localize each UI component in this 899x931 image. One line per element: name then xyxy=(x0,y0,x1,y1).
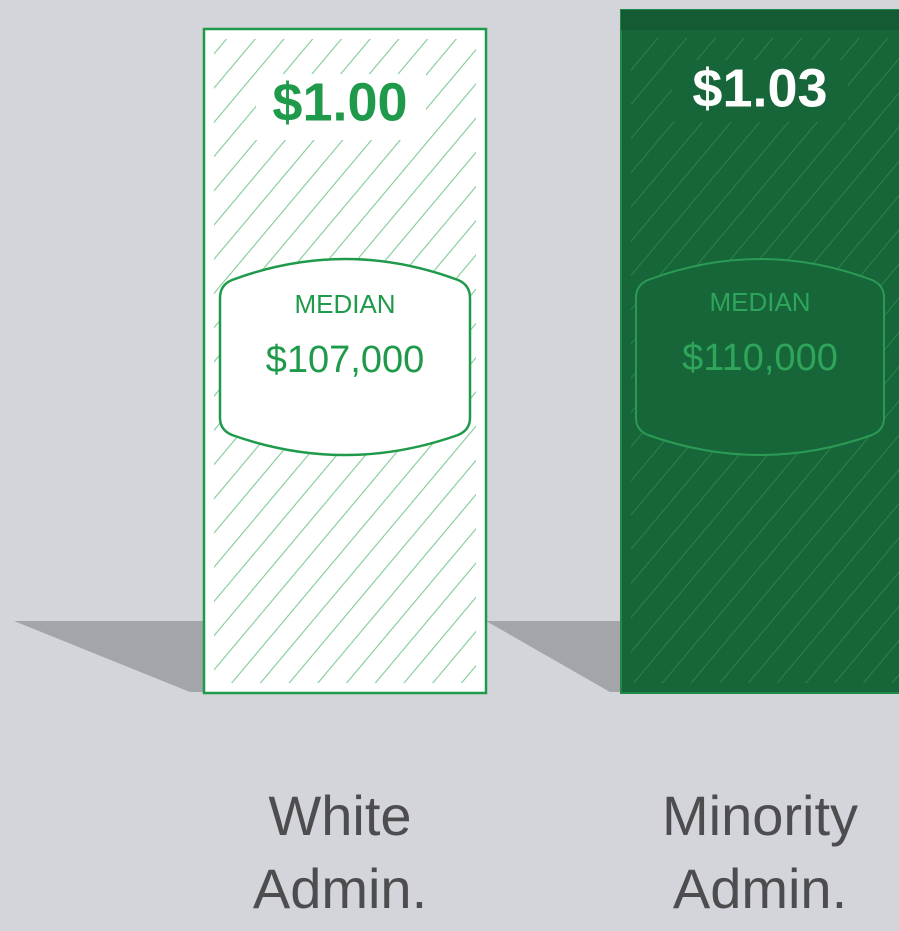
median-label: MEDIAN xyxy=(709,287,810,317)
group-label: Admin. xyxy=(673,857,847,920)
amount: $1.03 xyxy=(692,58,827,118)
median-value: $107,000 xyxy=(266,339,425,381)
amount-backdrop xyxy=(672,60,848,122)
medallion xyxy=(218,257,472,457)
median-label: MEDIAN xyxy=(294,289,395,319)
amount: $1.00 xyxy=(272,72,407,132)
bill-white: $1.00 MEDIAN $107,000 xyxy=(202,27,488,695)
group-label: Minority xyxy=(662,784,858,847)
group-label: Admin. xyxy=(253,857,427,920)
median-value: $110,000 xyxy=(682,337,838,379)
medallion xyxy=(635,258,885,456)
bill-band xyxy=(621,10,899,30)
group-label: White xyxy=(268,784,411,847)
shadow xyxy=(14,621,204,692)
amount-backdrop xyxy=(256,74,426,140)
bill-minority: $1.03 MEDIAN $110,000 xyxy=(620,9,899,694)
shadow xyxy=(486,621,621,692)
